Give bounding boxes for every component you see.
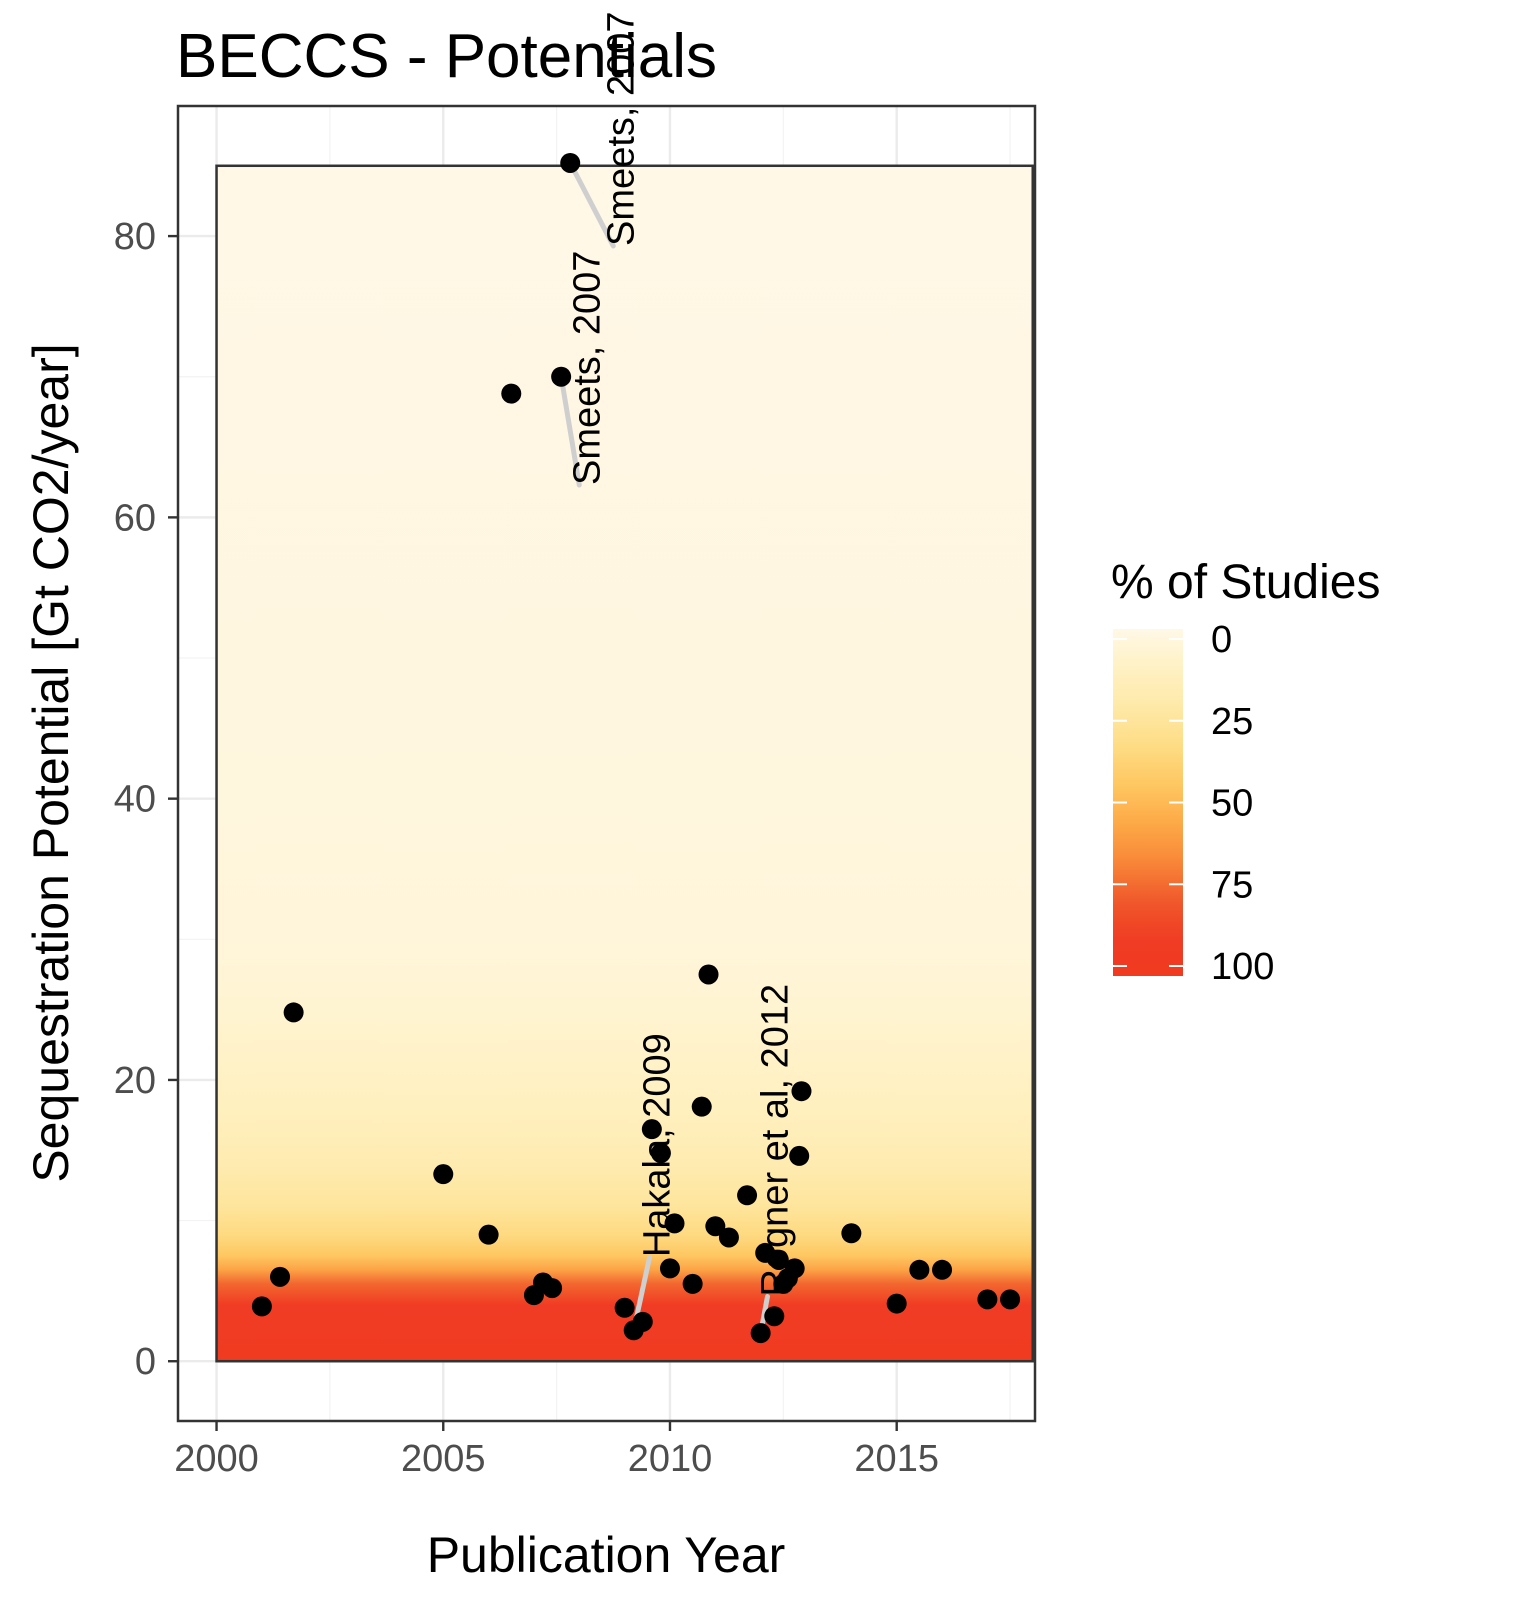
data-point [433, 1164, 454, 1185]
data-point [614, 1297, 635, 1318]
data-point [551, 366, 572, 387]
legend: % of Studies 0 25 50 75 100 [1111, 556, 1380, 988]
y-tick-label: 60 [114, 497, 156, 539]
x-tick-label: 2005 [401, 1438, 486, 1480]
x-tick-label: 2000 [174, 1438, 259, 1480]
data-point [270, 1266, 291, 1287]
data-point [659, 1258, 680, 1279]
label-segment [558, 374, 582, 488]
data-point [664, 1213, 685, 1234]
data-point [682, 1273, 703, 1294]
x-axis: 2000 2005 2010 2015 [174, 1421, 939, 1480]
data-point [791, 1081, 812, 1102]
legend-tick-label: 50 [1211, 783, 1253, 825]
x-tick-label: 2015 [854, 1438, 939, 1480]
data-point [650, 1143, 671, 1164]
point-label: Hakala, 2009 [637, 1033, 679, 1257]
density-band [215, 164, 1034, 1363]
data-point [698, 964, 719, 985]
data-point [251, 1296, 272, 1317]
data-point [789, 1145, 810, 1166]
label-segment [567, 160, 616, 249]
data-point [718, 1227, 739, 1248]
y-axis: 0 20 40 60 80 [114, 216, 178, 1383]
legend-tick-label: 25 [1211, 701, 1253, 743]
data-point [542, 1278, 563, 1299]
data-point [560, 152, 581, 173]
data-point [784, 1258, 805, 1279]
y-tick-label: 20 [114, 1060, 156, 1102]
data-point [283, 1002, 304, 1023]
x-tick-label: 2010 [628, 1438, 713, 1480]
y-tick-label: 80 [114, 216, 156, 258]
y-tick-label: 40 [114, 779, 156, 821]
x-axis-title: Publication Year [427, 1527, 786, 1583]
point-annotations: Smeets, 2007 Smeets, 2007 Hakala, 2009 Rogn… [566, 11, 796, 1296]
data-point [764, 1306, 785, 1327]
data-point [737, 1185, 758, 1206]
plot-border [176, 104, 1037, 1423]
y-tick-label: 0 [135, 1341, 156, 1383]
point-label: Smeets, 2007 [566, 251, 608, 485]
data-point [501, 383, 522, 404]
data-point [691, 1096, 712, 1117]
data-point [841, 1223, 862, 1244]
data-point [632, 1311, 653, 1332]
data-point [886, 1293, 907, 1314]
chart-title: BECCS - Potentials [176, 22, 717, 91]
legend-tick-label: 75 [1211, 864, 1253, 906]
legend-title: % of Studies [1111, 556, 1380, 609]
data-point [977, 1289, 998, 1310]
data-point [750, 1323, 771, 1344]
data-point [641, 1119, 662, 1140]
data-point [478, 1224, 499, 1245]
data-points [251, 152, 1021, 1344]
point-label: Smeets, 2007 [600, 11, 642, 245]
data-point [932, 1259, 953, 1280]
data-point [909, 1259, 930, 1280]
y-axis-title: Sequestration Potential [Gt CO2/year] [23, 343, 79, 1182]
data-point [1000, 1289, 1021, 1310]
data-point [768, 1249, 789, 1270]
legend-tick-label: 0 [1211, 619, 1232, 661]
data-point [705, 1216, 726, 1237]
point-label: Rogner et al, 2012 [754, 984, 796, 1297]
legend-tick-label: 100 [1211, 946, 1274, 988]
legend-ticks: 0 25 50 75 100 [1113, 619, 1274, 988]
